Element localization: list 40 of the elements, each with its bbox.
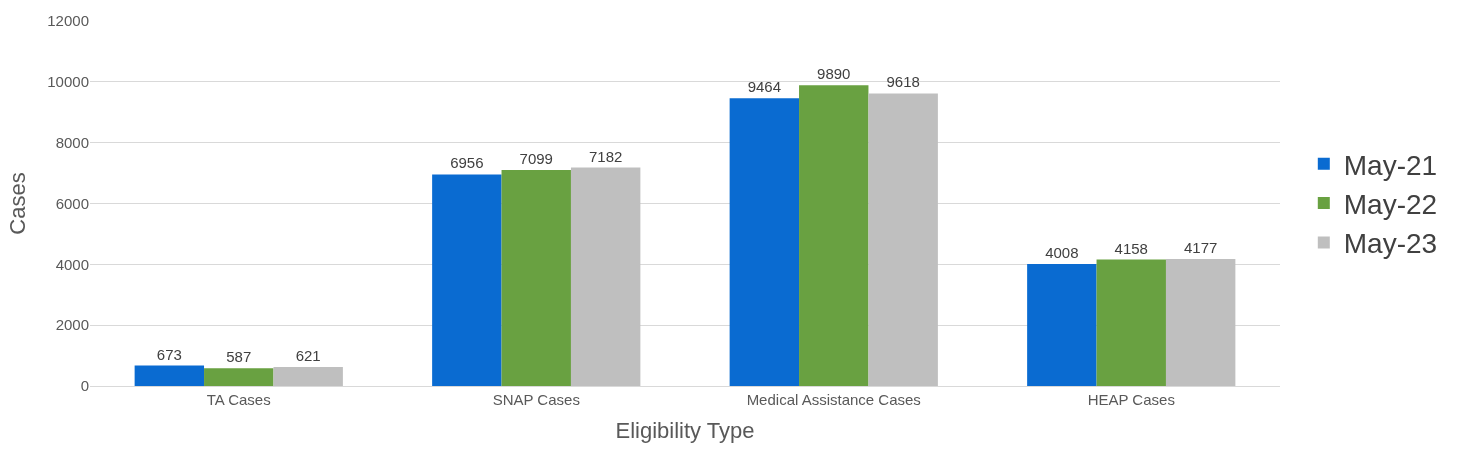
data-label: 6956: [450, 154, 484, 172]
bar: [1165, 258, 1236, 386]
x-tick-label: Medical Assistance Cases: [746, 391, 921, 408]
y-axis-title: Cases: [5, 172, 31, 235]
bar: [134, 365, 205, 386]
data-label: 621: [295, 347, 321, 365]
data-label: 9890: [817, 65, 851, 83]
bar: [432, 174, 502, 386]
y-tick-label: 10000: [47, 73, 89, 91]
x-tick-label: TA Cases: [206, 391, 271, 408]
bar: [1027, 264, 1097, 386]
bar: [868, 93, 938, 386]
x-tick-label: SNAP Cases: [492, 391, 580, 408]
x-axis-title: Eligibility Type: [615, 417, 755, 443]
x-tick-label: HEAP Cases: [1087, 391, 1175, 408]
data-label: 9464: [747, 78, 782, 96]
data-label: 4177: [1183, 238, 1218, 256]
y-tick-label: 12000: [47, 12, 89, 30]
bar: [204, 368, 274, 386]
bar: [1096, 259, 1166, 386]
y-tick-label: 2000: [55, 316, 89, 334]
legend-label: May-21: [1343, 149, 1438, 181]
data-label: 673: [156, 345, 182, 363]
data-label: 7099: [519, 150, 553, 168]
data-label: 4158: [1114, 239, 1148, 257]
y-tick-label: 4000: [55, 255, 89, 273]
data-label: 9618: [886, 73, 920, 91]
bar: [501, 170, 571, 386]
y-tick-label: 0: [80, 377, 89, 395]
legend-label: May-23: [1343, 228, 1438, 260]
data-label: 4008: [1045, 244, 1079, 262]
bar: [729, 98, 800, 386]
bar: [570, 167, 641, 386]
bar: [799, 85, 869, 386]
legend-label: May-22: [1343, 189, 1438, 221]
y-tick-label: 6000: [55, 194, 89, 212]
data-label: 587: [226, 348, 252, 366]
y-tick-label: 8000: [55, 133, 89, 151]
data-label: 7182: [588, 147, 623, 165]
bar: [273, 367, 343, 386]
